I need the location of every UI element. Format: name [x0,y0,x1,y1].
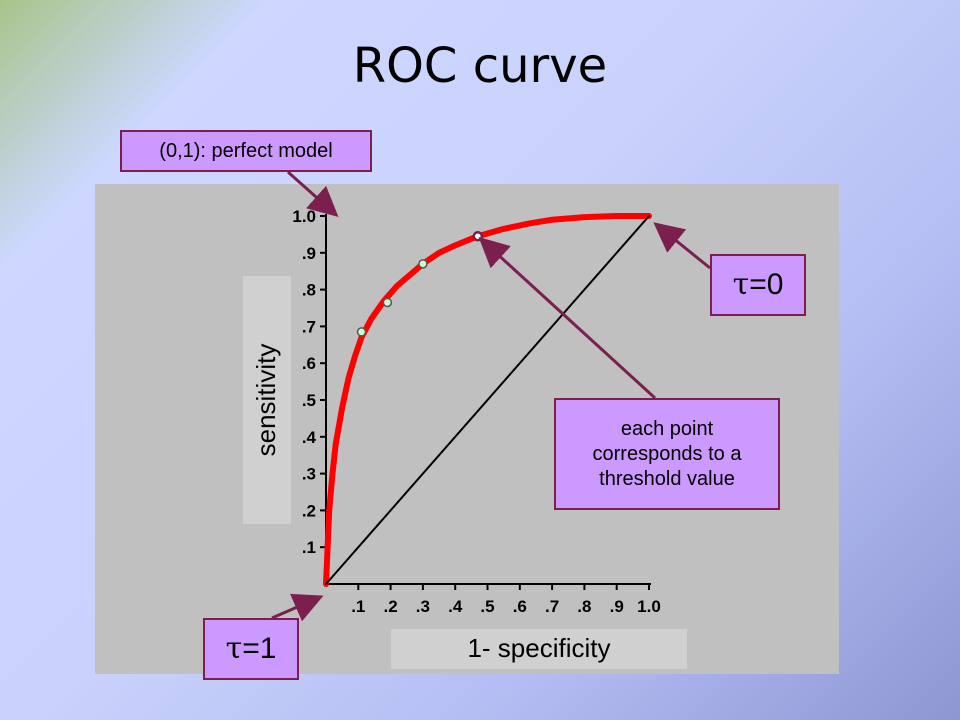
points-layer [356,230,484,337]
xlabel-backdrop [391,629,687,669]
threshold-arrow [478,236,657,400]
x-tick-label: .9 [610,597,624,616]
tau-one-arrow [271,593,324,622]
diagonal-line [325,215,650,585]
series-layer [323,213,652,587]
x-tick-label: .7 [545,597,559,616]
y-tick-label: .2 [302,501,316,520]
y-tick-label: .1 [302,538,316,557]
y-tick-label: .8 [302,281,316,300]
tau-one-callout: τ=1 [203,618,299,680]
threshold-point [382,297,393,308]
roc-chart: .1 .2 .3 .4 .5 .6 .7 .8 .9 1.0 .1 .2 .3 .4 .5 .6 .7 .8 .9… [243,207,687,669]
threshold-point [418,259,428,269]
x-tick-label: .2 [384,597,398,616]
ylabel-backdrop [243,276,291,524]
tau-zero-callout: τ=0 [710,254,806,316]
y-axis-label: sensitivity [251,344,281,457]
y-tick-label: .9 [302,244,316,263]
x-ticks: .1 .2 .3 .4 .5 .6 .7 .8 .9 1.0 [351,584,661,616]
y-tick-label: .5 [302,391,316,410]
x-tick-label: .3 [416,597,430,616]
y-tick-label: .7 [302,317,316,336]
y-tick-label: .3 [302,465,316,484]
threshold-text: each point corresponds to a threshold va… [592,417,742,490]
x-tick-label: .6 [513,597,527,616]
threshold-callout: each point corresponds to a threshold va… [554,398,780,510]
y-ticks: .1.2.3.4.5.6.7.8.91.0 [292,207,326,557]
x-tick-label: .8 [577,597,591,616]
tau-zero-text: =0 [749,268,784,301]
x-tick-label: .5 [480,597,494,616]
tau-symbol: τ [732,267,750,302]
x-axis-label: 1- specificity [467,633,610,663]
threshold-point [356,327,367,337]
slide-title: ROC curve [352,38,608,94]
y-tick-label: .6 [302,354,316,373]
tau-one-text: =1 [242,632,277,665]
perfect-model-callout: (0,1): perfect model [120,130,372,172]
y-tick-label: .4 [302,428,317,447]
tau-symbol: τ [225,631,243,666]
roc-curve-line [323,213,652,587]
tau-zero-arrow [653,222,711,270]
perfect-model-arrow [287,170,339,217]
x-tick-label: 1.0 [637,597,661,616]
x-tick-label: .1 [351,597,365,616]
x-tick-label: .4 [448,597,463,616]
